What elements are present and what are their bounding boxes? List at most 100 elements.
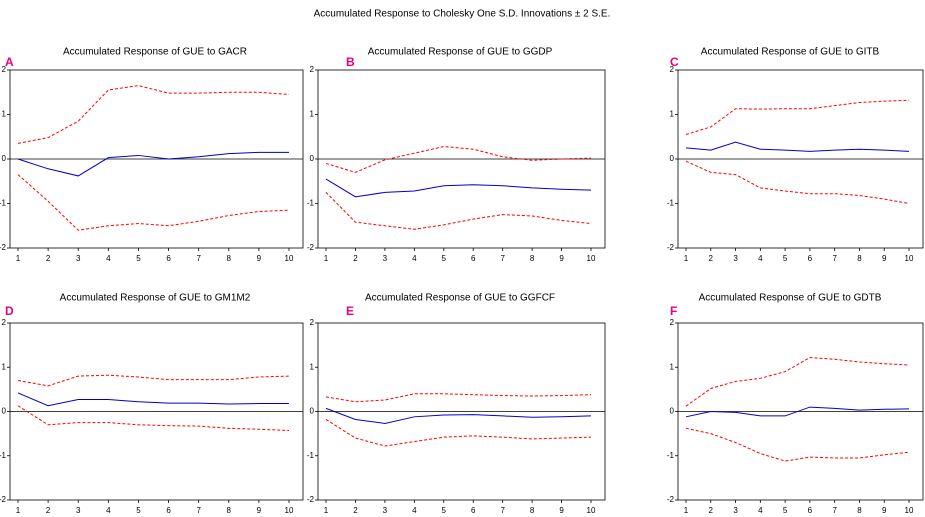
x-tick-label: 5: [442, 254, 447, 263]
x-tick-label: 9: [257, 254, 262, 263]
x-tick-label: 2: [709, 506, 714, 515]
x-tick-label: 2: [353, 254, 358, 263]
y-tick-label: -1: [667, 451, 675, 460]
x-tick-label: 5: [136, 506, 141, 515]
series-line: [685, 427, 910, 462]
x-tick-label: 4: [758, 254, 763, 263]
panel-label: D: [5, 304, 14, 318]
x-tick-label: 10: [587, 506, 596, 515]
x-tick-label: 1: [324, 254, 329, 263]
x-tick-label: 7: [832, 254, 837, 263]
panel: Accumulated Response of GUE to GACR A -2 -1…: [0, 47, 304, 263]
y-tick-label: 0: [2, 154, 7, 163]
x-tick-label: 4: [412, 254, 417, 263]
x-tick-label: 10: [285, 254, 294, 263]
panel: Accumulated Response of GUE to GITB C -2 -1…: [667, 47, 924, 263]
x-tick-label: 8: [530, 506, 535, 515]
x-tick-label: 3: [76, 254, 81, 263]
y-tick-label: -1: [307, 451, 315, 460]
x-tick-label: 8: [857, 254, 862, 263]
panel: Accumulated Response of GUE to GDTB F -2 -1…: [667, 293, 924, 515]
x-tick-label: 10: [905, 506, 914, 515]
y-tick-label: 1: [2, 362, 7, 371]
x-tick-label: 3: [733, 506, 738, 515]
x-tick-label: 2: [46, 254, 51, 263]
series-line: [325, 192, 592, 230]
x-tick-label: 5: [442, 506, 447, 515]
series-line: [17, 405, 290, 432]
x-tick-label: 6: [471, 506, 476, 515]
x-tick-label: 1: [684, 254, 689, 263]
panel-title: Accumulated Response of GUE to GITB: [701, 47, 880, 58]
x-tick-label: 10: [587, 254, 596, 263]
series-line: [325, 146, 592, 173]
panel-label: C: [670, 55, 679, 69]
panel-title: Accumulated Response of GUE to GM1M2: [60, 293, 251, 304]
x-tick-label: 5: [783, 254, 788, 263]
panel-label: B: [346, 55, 355, 69]
series-line: [325, 393, 592, 403]
y-tick-label: -2: [667, 495, 675, 504]
x-tick-label: 5: [136, 254, 141, 263]
y-tick-label: 0: [310, 154, 315, 163]
x-tick-label: 2: [353, 506, 358, 515]
series-line: [17, 392, 289, 407]
y-tick-label: 0: [670, 154, 675, 163]
y-tick-label: -1: [307, 199, 315, 208]
y-tick-label: 1: [670, 362, 675, 371]
series-line: [325, 178, 592, 198]
y-tick-label: -2: [0, 495, 7, 504]
series-line: [685, 99, 910, 136]
y-tick-label: -2: [667, 243, 675, 252]
x-tick-label: 9: [559, 506, 564, 515]
x-tick-label: 1: [324, 506, 329, 515]
y-tick-label: 2: [310, 65, 315, 74]
series-line: [17, 374, 290, 387]
x-tick-label: 6: [166, 506, 171, 515]
series-line: [17, 174, 290, 231]
y-tick-label: 2: [2, 318, 7, 327]
y-tick-label: 2: [2, 65, 7, 74]
panel-title: Accumulated Response of GUE to GGFCF: [365, 293, 555, 304]
x-tick-label: 1: [16, 506, 21, 515]
x-tick-label: 8: [227, 506, 232, 515]
figure-title: Accumulated Response to Cholesky One S.D…: [314, 9, 611, 20]
panel-label: A: [5, 55, 14, 69]
panel-label: F: [670, 304, 677, 318]
series-line: [685, 141, 910, 152]
y-tick-label: 1: [310, 110, 315, 119]
y-tick-label: 0: [670, 407, 675, 416]
y-tick-label: 2: [310, 318, 315, 327]
y-tick-label: 1: [2, 110, 7, 119]
x-tick-label: 7: [500, 254, 505, 263]
x-tick-label: 4: [106, 254, 111, 263]
x-tick-label: 2: [709, 254, 714, 263]
x-tick-label: 8: [857, 506, 862, 515]
series-line: [325, 407, 592, 424]
y-tick-label: 2: [670, 65, 675, 74]
x-tick-label: 3: [383, 254, 388, 263]
x-tick-label: 6: [808, 254, 813, 263]
x-tick-label: 4: [412, 506, 417, 515]
y-tick-label: -2: [307, 495, 315, 504]
series-line: [685, 406, 910, 418]
series-line: [17, 151, 289, 177]
x-tick-label: 9: [257, 506, 262, 515]
series-line: [685, 160, 910, 204]
panel-title: Accumulated Response of GUE to GGDP: [368, 47, 553, 58]
x-tick-label: 5: [783, 506, 788, 515]
x-tick-label: 9: [882, 254, 887, 263]
panel: Accumulated Response of GUE to GGFCF E -2 -…: [307, 293, 606, 515]
x-tick-label: 10: [905, 254, 914, 263]
x-tick-label: 6: [166, 254, 171, 263]
series-line: [325, 419, 592, 447]
x-tick-label: 6: [471, 254, 476, 263]
y-tick-label: 0: [2, 407, 7, 416]
x-tick-label: 3: [76, 506, 81, 515]
x-tick-label: 8: [227, 254, 232, 263]
panel-title: Accumulated Response of GUE to GDTB: [699, 293, 882, 304]
x-tick-label: 8: [530, 254, 535, 263]
y-tick-label: -2: [0, 243, 7, 252]
x-tick-label: 9: [559, 254, 564, 263]
